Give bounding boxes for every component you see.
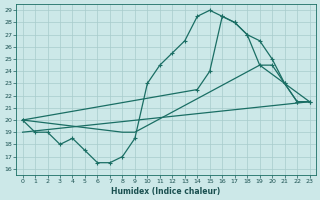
- X-axis label: Humidex (Indice chaleur): Humidex (Indice chaleur): [111, 187, 221, 196]
